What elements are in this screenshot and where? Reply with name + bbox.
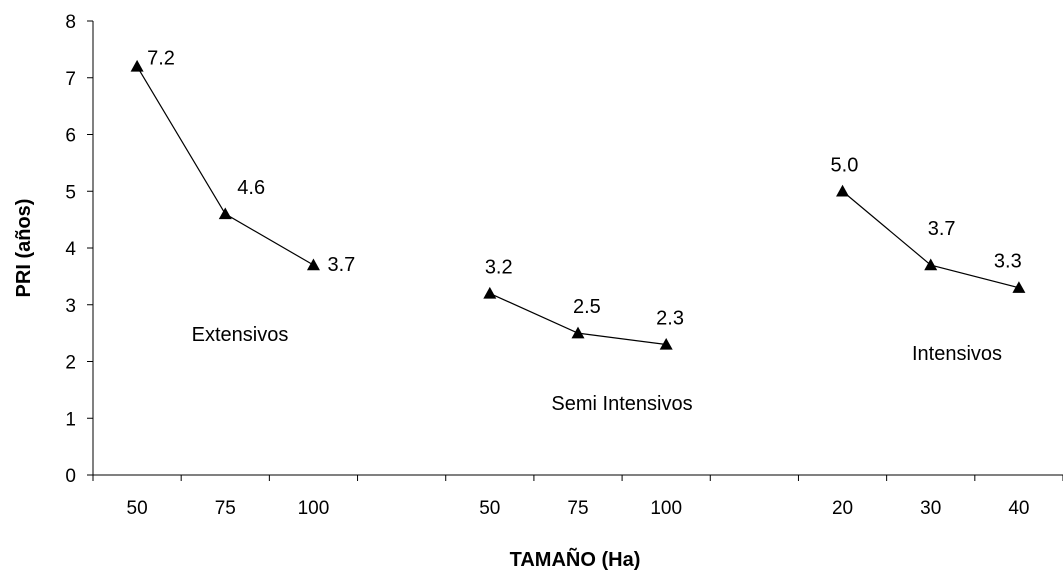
data-point [659,337,673,350]
data-label: 2.5 [573,296,601,318]
y-tick-label: 4 [65,239,76,260]
labels: 7.2 4.6 3.7 Extensivos 3.2 2.5 2.3 Semi Intensi… [147,47,1022,415]
data-label: 5.0 [831,154,859,176]
y-tick-label: 0 [65,466,76,487]
group-label: Extensivos [192,324,289,346]
y-tick-label: 1 [65,409,76,430]
group-label: Semi Intensivos [551,393,692,415]
x-tick-label: 50 [127,498,148,519]
data-point [306,258,320,271]
data-label: 3.7 [327,254,355,276]
x-tick-label: 30 [920,498,941,519]
x-tick-label: 75 [215,498,236,519]
data-label: 7.2 [147,47,175,69]
data-label: 3.3 [994,251,1022,273]
data-point [483,286,497,299]
x-tick-label: 75 [567,498,588,519]
x-tick-label: 100 [298,498,330,519]
data-point [130,59,144,72]
y-tick-label: 5 [65,182,76,203]
y-tick-label: 8 [65,12,76,33]
data-label: 2.3 [656,307,684,329]
data-label: 3.7 [928,218,956,240]
x-tick-label: 50 [479,498,500,519]
data-label: 3.2 [485,256,513,278]
y-tick-label: 7 [65,69,76,90]
y-axis-title: PRI (años) [13,199,35,298]
x-axis-title: TAMAÑO (Ha) [510,548,641,571]
series [130,59,1026,350]
y-tick-label: 3 [65,296,76,317]
x-tick-label: 20 [832,498,853,519]
group-label: Intensivos [912,343,1002,365]
data-label: 4.6 [237,177,265,199]
axes: 0 1 2 3 4 5 6 7 8 50 75 100 50 75 100 20 30 40 [65,12,1063,519]
x-tick-label: 100 [650,498,682,519]
data-point [571,326,585,339]
data-point [1012,281,1026,293]
data-point [218,207,232,220]
x-tick-label: 40 [1008,498,1029,519]
y-tick-label: 6 [65,126,76,147]
series-line-1 [136,66,314,266]
data-point [836,184,850,197]
y-tick-label: 2 [65,353,76,374]
data-point [924,258,938,271]
